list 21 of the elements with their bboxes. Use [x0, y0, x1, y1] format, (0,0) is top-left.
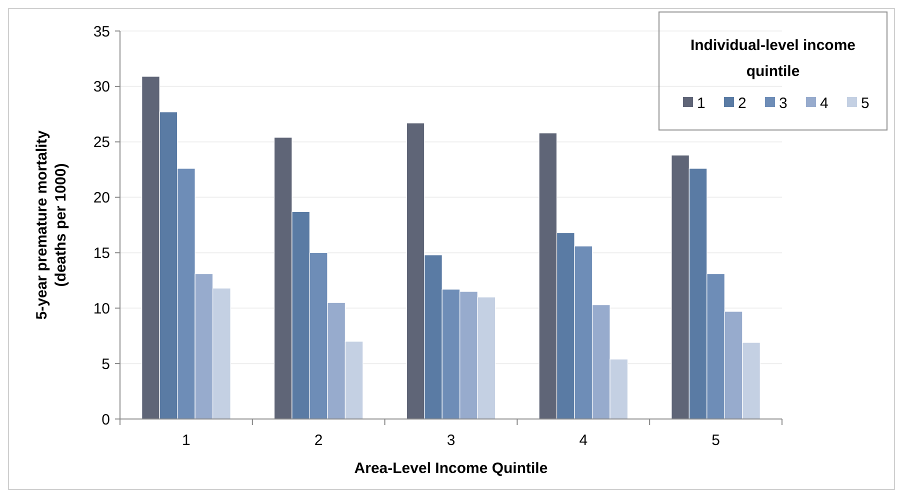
legend-label: 2 — [738, 95, 746, 112]
legend-label: 3 — [779, 95, 788, 112]
y-tick-label: 25 — [93, 134, 110, 152]
legend-label: 5 — [861, 95, 870, 112]
legend-label: 1 — [697, 95, 706, 112]
y-tick-label: 20 — [93, 190, 110, 207]
x-tick-label: 4 — [579, 432, 588, 449]
x-axis-title: Area-Level Income Quintile — [354, 460, 548, 477]
legend-title: Individual-level income quintile — [690, 37, 856, 80]
y-tick-label: 35 — [93, 23, 110, 40]
y-tick-label: 30 — [93, 78, 110, 96]
y-tick-label: 0 — [102, 411, 110, 428]
y-tick-label: 5 — [102, 356, 110, 373]
x-tick-label: 1 — [182, 432, 190, 449]
x-tick-label: 3 — [446, 432, 456, 449]
x-tick-label: 2 — [314, 432, 323, 449]
x-tick-label: 5 — [712, 432, 720, 449]
y-axis-title: 5-year premature mortality (deaths per 1000) — [34, 130, 70, 320]
y-tick-label: 15 — [93, 244, 110, 262]
y-tick-label: 10 — [93, 300, 110, 318]
legend-label: 4 — [820, 95, 828, 112]
